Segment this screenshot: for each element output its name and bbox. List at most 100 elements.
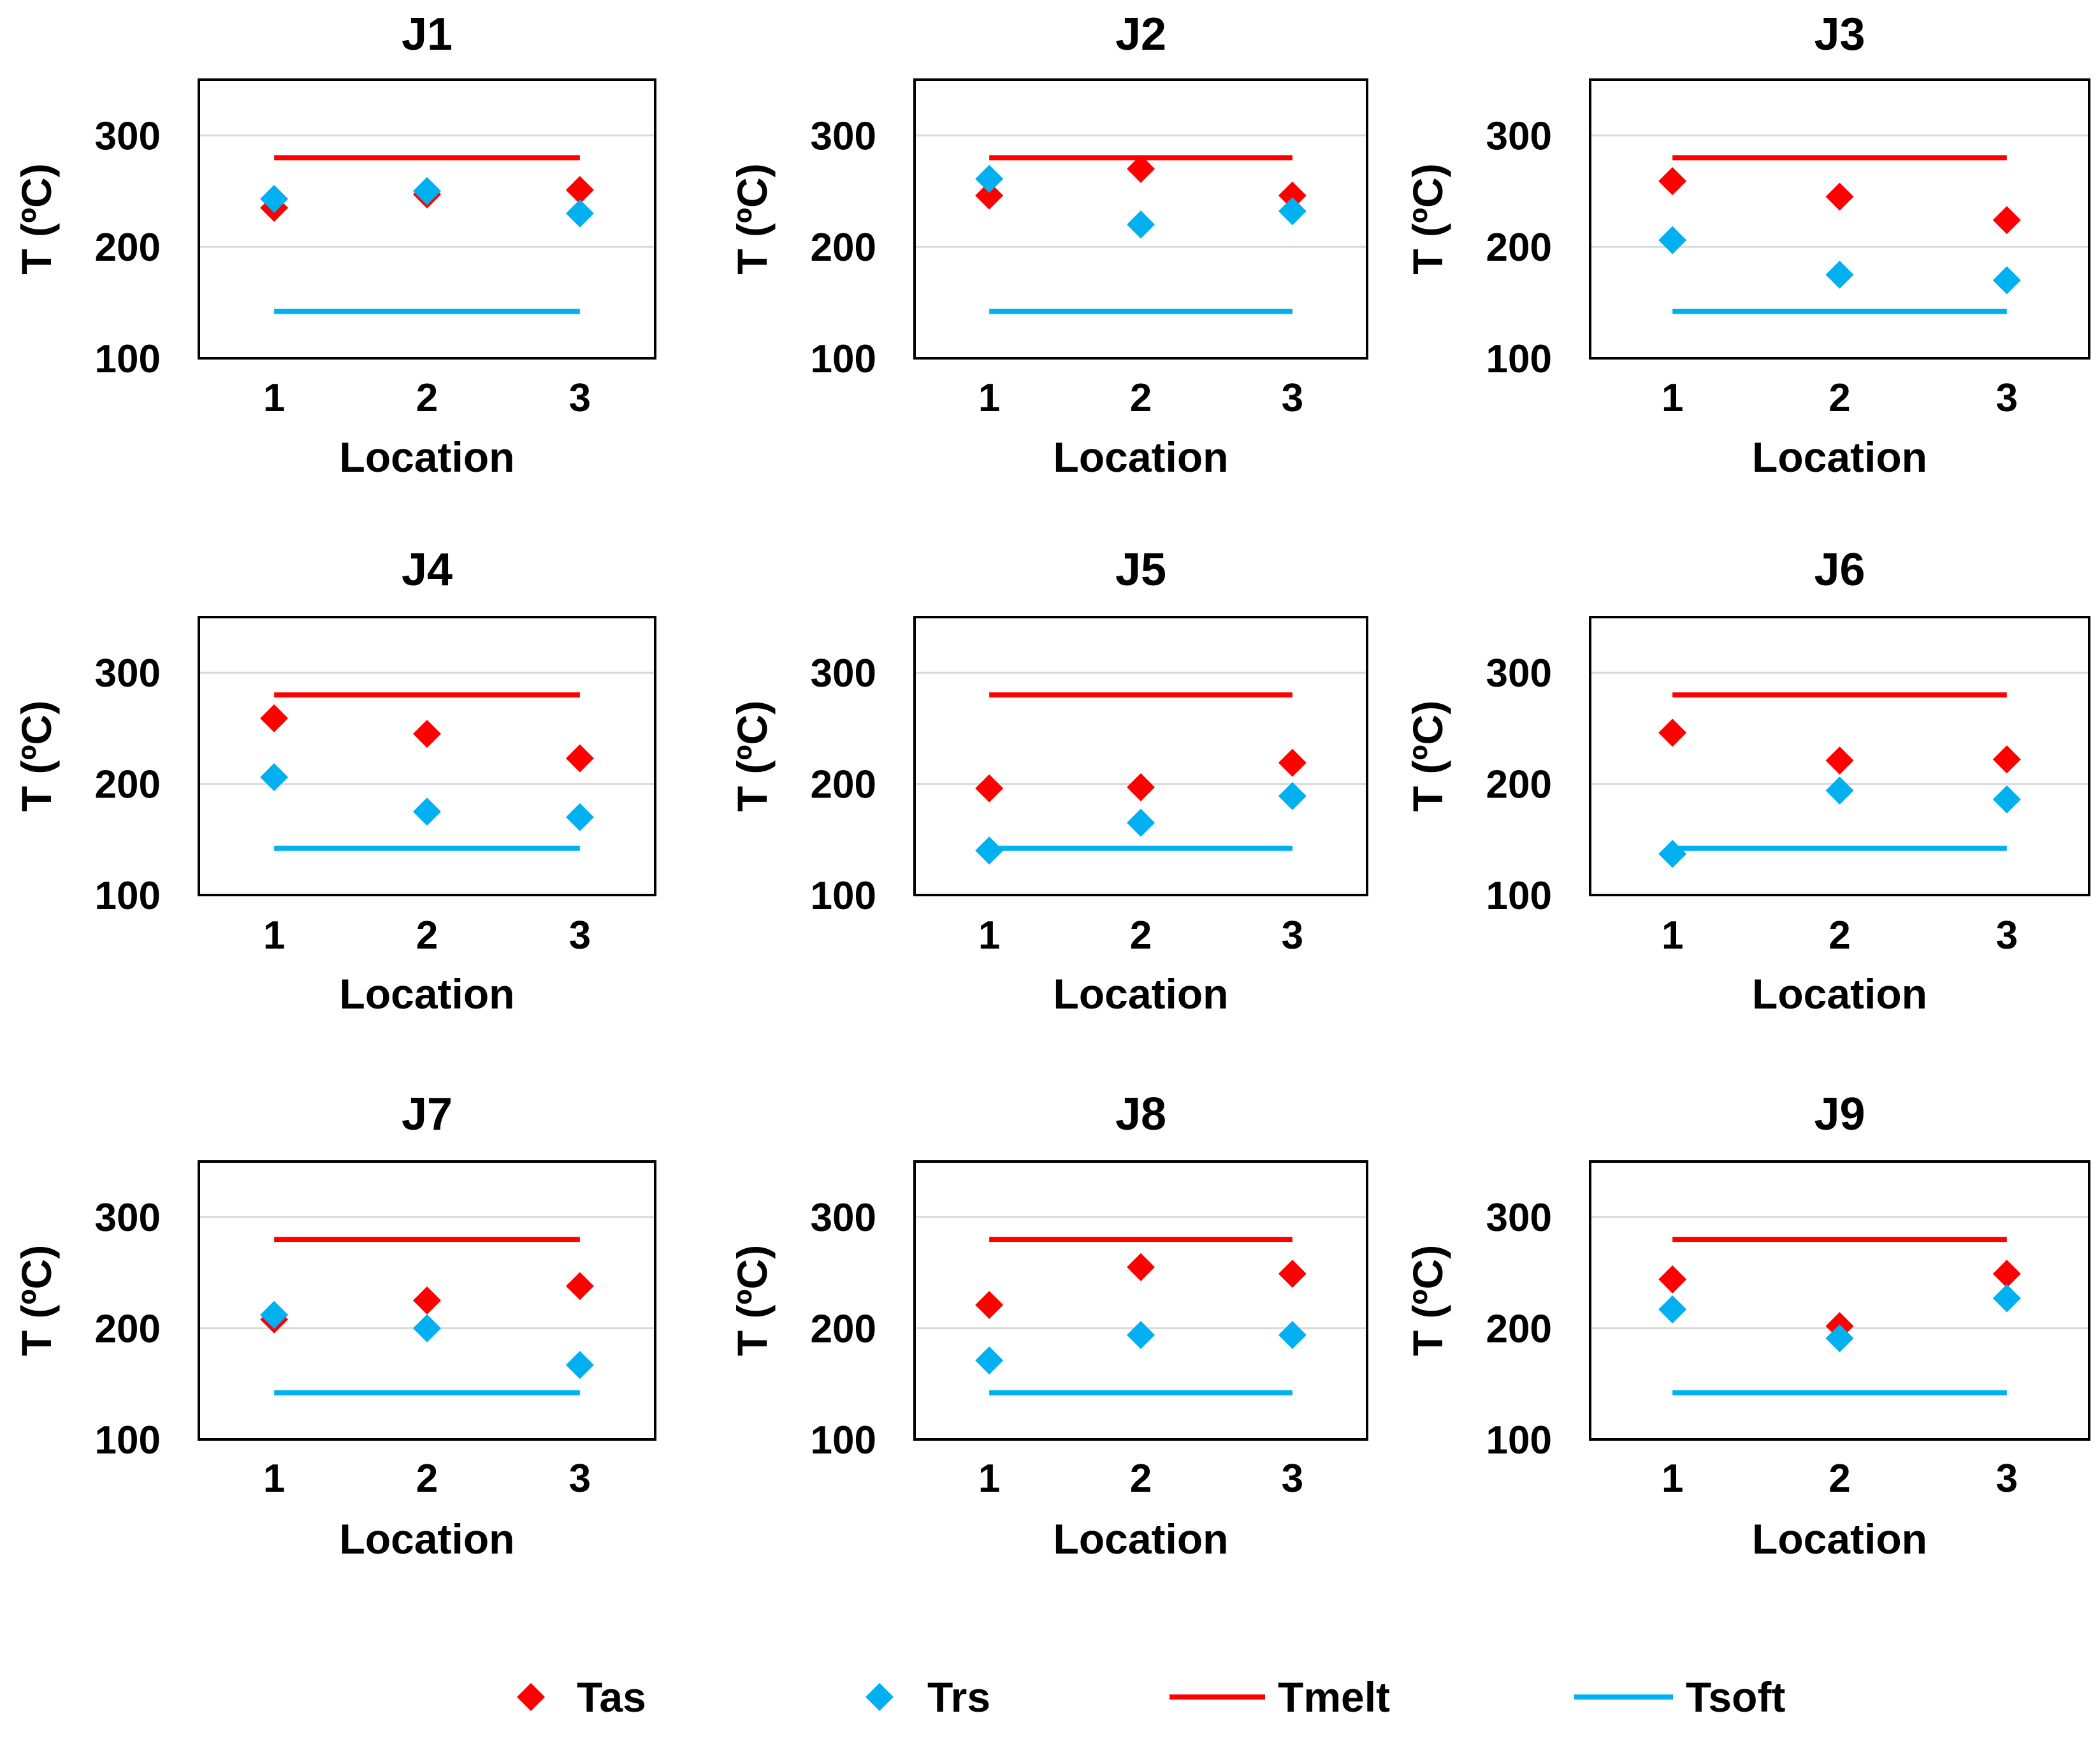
x-tick-label: 1 [263, 376, 285, 420]
legend-label-tmelt: Tmelt [1278, 1673, 1390, 1721]
x-axis-label: Location [1752, 1515, 1927, 1562]
panel-title: J1 [402, 9, 453, 60]
data-point-tas [1658, 167, 1687, 196]
x-axis-label: Location [1054, 970, 1229, 1017]
panel-j9: 100 200 300 1 2 3 Location T (ºC) J9 [1404, 1089, 2090, 1562]
data-point-trs [260, 185, 289, 214]
x-tick-label: 3 [569, 1457, 591, 1501]
x-axis-label: Location [340, 970, 515, 1017]
x-tick-label: 1 [263, 914, 285, 958]
plot-frame [913, 616, 1368, 896]
data-point-trs [1992, 266, 2021, 295]
y-tick-label: 200 [95, 763, 161, 807]
plot-frame [1589, 616, 2090, 896]
plot-frame [913, 78, 1368, 360]
y-tick-label: 300 [95, 114, 161, 158]
x-tick-label: 2 [1828, 914, 1850, 958]
legend-label-tsoft: Tsoft [1686, 1673, 1785, 1721]
data-point-tas [1658, 1265, 1687, 1293]
legend: Tas Trs Tmelt Tsoft [517, 1673, 1785, 1721]
data-point-trs [1278, 197, 1307, 226]
x-tick-label: 1 [263, 1457, 285, 1501]
plot-frame [1589, 1160, 2090, 1441]
panel-j3: 100 200 300 1 2 3 Location T (ºC) J3 [1404, 9, 2090, 481]
legend-label-trs: Trs [927, 1673, 990, 1721]
data-point-tas [413, 1286, 441, 1315]
x-tick-label: 1 [1662, 914, 1683, 958]
data-point-trs [1658, 840, 1687, 868]
y-tick-label: 100 [1486, 337, 1552, 381]
legend-marker-tas [517, 1683, 545, 1711]
data-point-tas [1127, 1253, 1155, 1281]
data-point-tas [1278, 181, 1307, 210]
y-tick-label: 300 [95, 1196, 161, 1240]
y-tick-label: 200 [1486, 226, 1552, 270]
panel-title: J9 [1814, 1089, 1865, 1140]
y-axis-label: T (ºC) [13, 1245, 60, 1356]
x-tick-label: 1 [1662, 1457, 1683, 1501]
data-point-trs [1127, 808, 1155, 837]
panel-title: J7 [402, 1089, 453, 1140]
data-point-trs [1278, 1321, 1307, 1350]
x-tick-label: 3 [569, 376, 591, 420]
panel-j6: 100 200 300 1 2 3 Location T (ºC) J6 [1404, 544, 2090, 1017]
data-point-trs [260, 1300, 289, 1329]
y-tick-label: 100 [95, 1418, 161, 1462]
y-axis-label: T (ºC) [13, 163, 60, 274]
panel-j8: 100 200 300 1 2 3 Location T (ºC) J8 [728, 1089, 1368, 1562]
y-axis-label: T (ºC) [1404, 1245, 1451, 1356]
y-axis-label: T (ºC) [728, 701, 776, 812]
y-axis-label: T (ºC) [728, 163, 776, 274]
x-tick-label: 1 [978, 376, 1000, 420]
data-point-trs [1127, 1321, 1155, 1350]
data-point-tas [1992, 745, 2021, 774]
x-tick-label: 2 [1828, 376, 1850, 420]
panel-title: J5 [1115, 544, 1166, 595]
data-point-trs [975, 164, 1004, 193]
x-tick-label: 2 [416, 914, 438, 958]
data-point-tas [1127, 773, 1155, 801]
x-axis-label: Location [340, 1515, 515, 1562]
x-axis-label: Location [340, 433, 515, 481]
data-point-trs [1825, 776, 1854, 805]
y-tick-label: 200 [811, 1307, 876, 1351]
y-tick-label: 100 [811, 337, 876, 381]
data-point-trs [1825, 260, 1854, 289]
panel-title: J4 [402, 544, 453, 595]
x-tick-label: 1 [978, 1457, 1000, 1501]
data-point-trs [1658, 1295, 1687, 1323]
y-tick-label: 300 [811, 652, 876, 696]
data-point-tas [1992, 1260, 2021, 1288]
x-tick-label: 2 [416, 1457, 438, 1501]
panel-title: J3 [1814, 9, 1865, 60]
x-tick-label: 1 [1662, 376, 1683, 420]
y-tick-label: 200 [811, 226, 876, 270]
x-tick-label: 2 [1130, 914, 1152, 958]
x-tick-label: 2 [416, 376, 438, 420]
y-axis-label: T (ºC) [1404, 701, 1451, 812]
data-point-tas [1658, 718, 1687, 747]
data-point-tas [1992, 206, 2021, 235]
data-point-trs [565, 199, 594, 228]
y-tick-label: 300 [1486, 1196, 1552, 1240]
data-point-trs [1825, 1324, 1854, 1353]
data-point-trs [1127, 210, 1155, 239]
y-tick-label: 300 [1486, 652, 1552, 696]
panel-title: J2 [1115, 9, 1166, 60]
data-point-trs [565, 803, 594, 831]
panel-j1: 100 200 300 1 2 3 Location T (ºC) J1 [13, 9, 656, 481]
data-point-tas [565, 1272, 594, 1300]
data-point-tas [413, 720, 441, 748]
data-point-tas [1825, 182, 1854, 211]
x-tick-label: 3 [1282, 1457, 1303, 1501]
panel-j4: 100 200 300 1 2 3 Location T (ºC) J4 [13, 544, 656, 1017]
data-point-trs [413, 1314, 441, 1343]
x-tick-label: 1 [978, 914, 1000, 958]
y-tick-label: 200 [95, 226, 161, 270]
y-tick-label: 100 [95, 874, 161, 918]
data-point-tas [260, 704, 289, 732]
data-point-tas [975, 1290, 1004, 1319]
plot-frame [913, 1160, 1368, 1441]
x-axis-label: Location [1054, 1515, 1229, 1562]
